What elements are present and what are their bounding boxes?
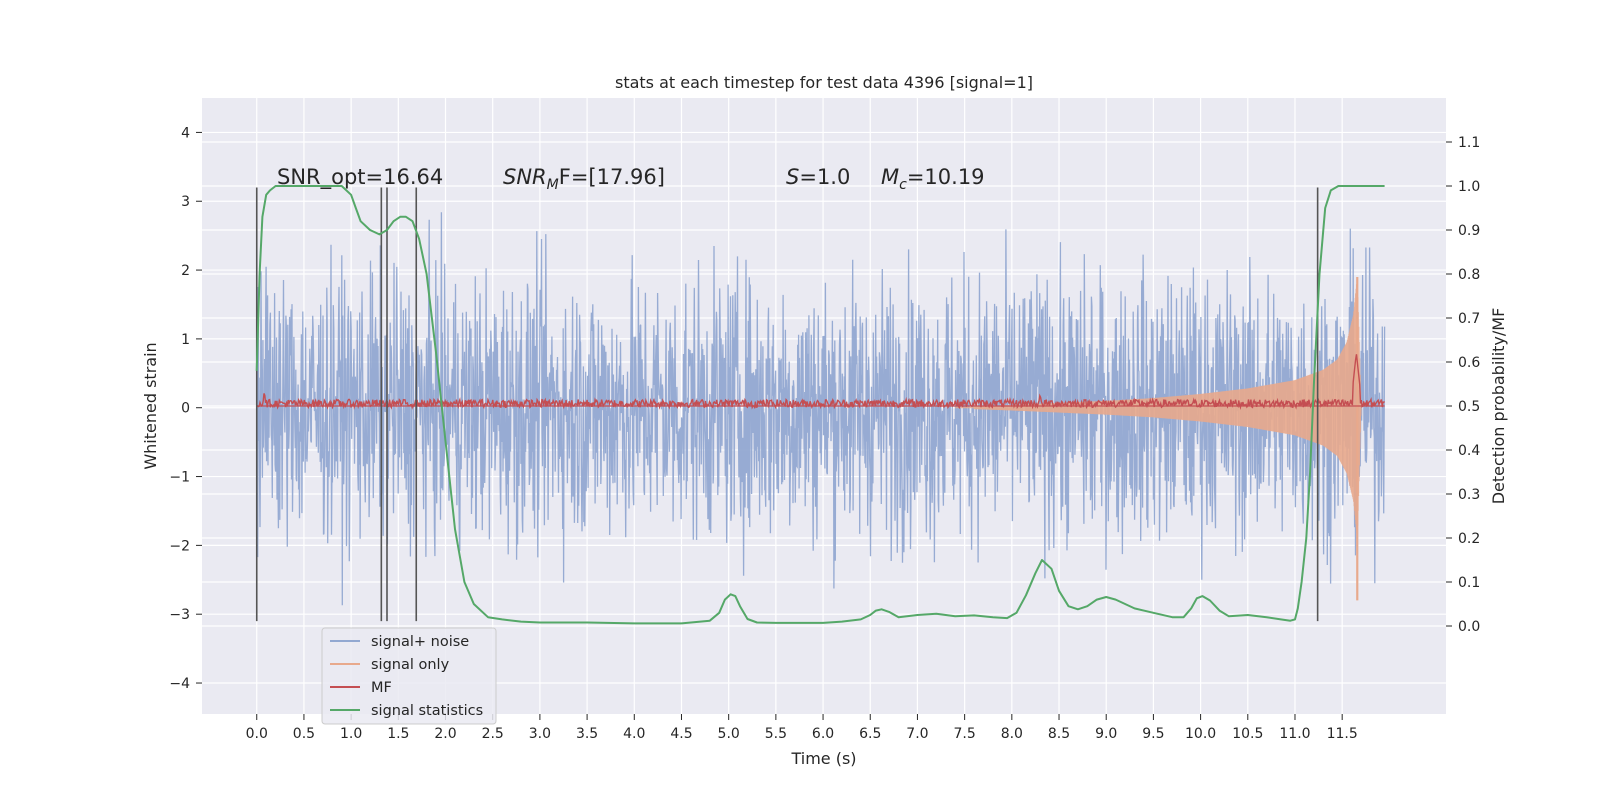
y2-tick-label: 0.5 bbox=[1458, 399, 1480, 415]
annotation-snr-mf-value: F=[17.96] bbox=[559, 165, 665, 189]
y-tick-label: 3 bbox=[181, 194, 190, 210]
y2-tick-label: 0.1 bbox=[1458, 575, 1480, 591]
y2-tick-label: 0.0 bbox=[1458, 619, 1480, 635]
legend: signal+ noise signal only MF signal stat… bbox=[321, 627, 497, 725]
y2-tick-label: 0.8 bbox=[1458, 267, 1480, 283]
x-tick-label: 7.0 bbox=[906, 726, 928, 742]
x-tick-label: 5.5 bbox=[765, 726, 787, 742]
legend-label-mf: MF bbox=[371, 680, 392, 696]
x-tick-label: 9.5 bbox=[1142, 726, 1164, 742]
y-tick-label: 1 bbox=[181, 332, 190, 348]
series-mf bbox=[256, 354, 1386, 410]
y-tick-label: −2 bbox=[169, 538, 190, 554]
x-axis-label: Time (s) bbox=[790, 749, 856, 768]
y2-tick-label: 0.3 bbox=[1458, 487, 1480, 503]
annotation-mc: Mc=10.19 bbox=[881, 165, 985, 193]
x-tick-label: 1.5 bbox=[387, 726, 409, 742]
x-tick-label: 6.0 bbox=[812, 726, 834, 742]
chart-title: stats at each timestep for test data 439… bbox=[615, 73, 1033, 92]
y2-tick-label: 0.9 bbox=[1458, 223, 1480, 239]
legend-label-signal-only: signal only bbox=[371, 657, 450, 673]
signal-statistics-line bbox=[255, 185, 1385, 625]
vertical-markers bbox=[255, 187, 1319, 622]
y2-tick-label: 0.2 bbox=[1458, 531, 1480, 547]
annotation-snr-mf: SNRMF=[17.96] bbox=[503, 165, 665, 193]
annotation-mc-label: M bbox=[881, 165, 899, 189]
y-tick-label: 4 bbox=[181, 125, 190, 141]
y2-tick-label: 1.1 bbox=[1458, 135, 1480, 151]
y-tick-label: 2 bbox=[181, 263, 190, 279]
annotation-snr-mf-label: SNR bbox=[503, 165, 547, 189]
x-tick-label: 3.0 bbox=[529, 726, 551, 742]
annotation-s: S=1.0 bbox=[786, 165, 850, 189]
x-tick-label: 6.5 bbox=[859, 726, 881, 742]
x-tick-label: 8.0 bbox=[1001, 726, 1023, 742]
x-tick-label: 9.0 bbox=[1095, 726, 1117, 742]
y-tick-label: −4 bbox=[169, 676, 190, 692]
y2-axis-label: Detection probability/MF bbox=[1489, 308, 1508, 505]
x-tick-label: 11.0 bbox=[1279, 726, 1310, 742]
series-signal-statistics bbox=[255, 185, 1385, 625]
annotation-mc-sub: c bbox=[899, 177, 907, 193]
y2-tick-label: 0.4 bbox=[1458, 443, 1480, 459]
x-tick-label: 10.0 bbox=[1185, 726, 1216, 742]
y2-tick-label: 0.6 bbox=[1458, 355, 1480, 371]
y-axis-label: Whitened strain bbox=[141, 342, 160, 469]
annotation-s-label: S bbox=[786, 165, 799, 189]
x-tick-label: 4.5 bbox=[670, 726, 692, 742]
x-tick-label: 0.0 bbox=[246, 726, 268, 742]
y2-tick-label: 0.7 bbox=[1458, 311, 1480, 327]
x-tick-label: 10.5 bbox=[1232, 726, 1263, 742]
y-tick-label: 0 bbox=[181, 401, 190, 417]
x-tick-label: 1.0 bbox=[340, 726, 362, 742]
legend-box bbox=[321, 627, 497, 725]
x-tick-label: 11.5 bbox=[1327, 726, 1358, 742]
x-tick-label: 7.5 bbox=[954, 726, 976, 742]
x-tick-label: 8.5 bbox=[1048, 726, 1070, 742]
annotation-snr-opt: SNR_opt=16.64 bbox=[277, 165, 443, 190]
x-tick-label: 2.0 bbox=[434, 726, 456, 742]
legend-label-signal-noise: signal+ noise bbox=[371, 634, 469, 650]
x-tick-label: 3.5 bbox=[576, 726, 598, 742]
y2-tick-label: 1.0 bbox=[1458, 179, 1480, 195]
x-tick-label: 2.5 bbox=[482, 726, 504, 742]
legend-label-signal-statistics: signal statistics bbox=[371, 703, 483, 719]
x-tick-label: 0.5 bbox=[293, 726, 315, 742]
y2-tick-labels: 0.0 0.1 0.2 0.3 0.4 0.5 0.6 0.7 0.8 0.9 1.0 1.1 bbox=[1446, 135, 1480, 635]
annotation-s-value: =1.0 bbox=[799, 165, 850, 189]
y-tick-label: −1 bbox=[169, 470, 190, 486]
x-tick-label: 5.0 bbox=[718, 726, 740, 742]
y-tick-label: −3 bbox=[169, 607, 190, 623]
x-tick-label: 4.0 bbox=[623, 726, 645, 742]
y-tick-labels: −4 −3 −2 −1 0 1 2 3 4 bbox=[169, 125, 202, 692]
annotation-snr-mf-sub: M bbox=[547, 177, 559, 193]
x-tick-labels: 0.0 0.5 1.0 1.5 2.0 2.5 3.0 3.5 4.0 4.5 5.0 5.5 6.0 6… bbox=[246, 714, 1358, 742]
annotation-mc-value: =10.19 bbox=[907, 165, 985, 189]
